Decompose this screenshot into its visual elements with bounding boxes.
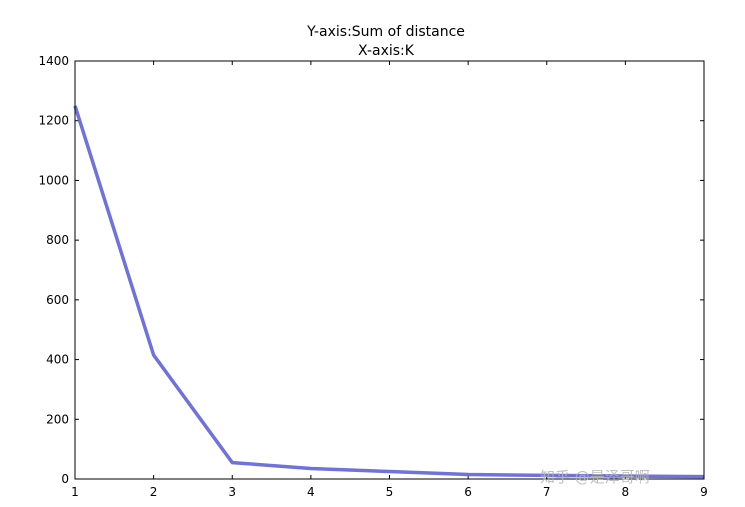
x-tick-label: 3 bbox=[228, 485, 236, 499]
watermark-logo: 知乎 @是泽哥啊 bbox=[540, 468, 650, 486]
x-axis-ticks: 1 2 3 4 5 6 7 8 9 bbox=[71, 61, 708, 499]
chart-title-line-2: X-axis:K bbox=[358, 43, 415, 59]
y-tick-label: 800 bbox=[46, 233, 69, 247]
series-line bbox=[73, 105, 705, 479]
y-tick-label: 600 bbox=[46, 293, 69, 307]
plot-frame bbox=[74, 60, 705, 480]
y-axis-ticks: 0 200 400 600 800 1000 1200 1400 bbox=[38, 54, 704, 486]
y-tick-label: 200 bbox=[46, 412, 69, 426]
x-tick-label: 9 bbox=[700, 485, 708, 499]
series-layer bbox=[73, 105, 705, 479]
y-tick-label: 0 bbox=[61, 472, 69, 486]
y-tick-label: 1400 bbox=[38, 54, 69, 68]
x-tick-label: 8 bbox=[622, 485, 630, 499]
chart-title-line-1: Y-axis:Sum of distance bbox=[306, 24, 465, 40]
y-tick-label: 1000 bbox=[38, 173, 69, 187]
x-tick-label: 6 bbox=[464, 485, 472, 499]
chart-title: Y-axis:Sum of distance X-axis:K bbox=[306, 24, 465, 59]
y-tick-label: 1200 bbox=[38, 114, 69, 128]
x-tick-label: 7 bbox=[543, 485, 551, 499]
x-tick-label: 1 bbox=[71, 485, 79, 499]
x-tick-label: 5 bbox=[386, 485, 394, 499]
x-tick-label: 2 bbox=[150, 485, 158, 499]
x-tick-label: 4 bbox=[307, 485, 315, 499]
y-tick-label: 400 bbox=[46, 353, 69, 367]
